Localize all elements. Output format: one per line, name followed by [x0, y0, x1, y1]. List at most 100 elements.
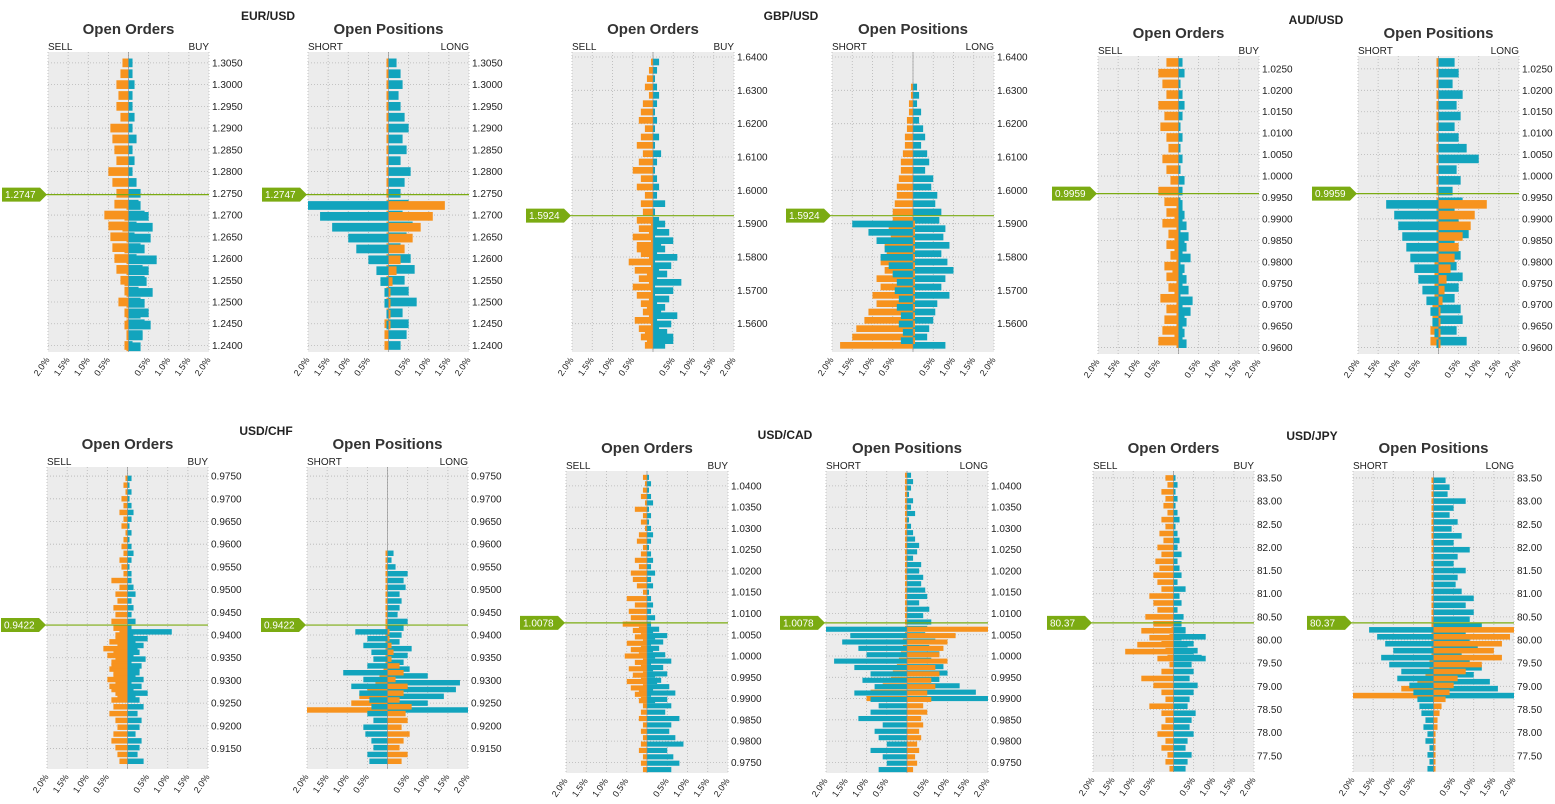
- bar-left-above: [124, 341, 129, 350]
- bar-right-above: [1433, 553, 1458, 560]
- current-price-tag: [1307, 615, 1352, 630]
- bar-left-above: [1436, 58, 1439, 67]
- bar-right-above: [127, 571, 132, 577]
- bar-right-below: [1178, 317, 1187, 327]
- bar-right-above: [388, 286, 409, 296]
- bar-right-above: [913, 92, 920, 99]
- bar-left-above: [880, 283, 913, 291]
- y-tick-label: 0.9950: [731, 673, 762, 684]
- bar-right-above: [1173, 544, 1178, 551]
- bar-left-above: [1170, 176, 1179, 185]
- bar-right-above: [1438, 58, 1455, 67]
- bar-left-above: [638, 117, 653, 124]
- bar-right-above: [907, 504, 912, 510]
- bar-right-above: [127, 557, 132, 563]
- bar-right-above: [1433, 491, 1448, 497]
- bar-right-above: [653, 292, 656, 299]
- bar-left-above: [904, 549, 907, 555]
- bar-right-above: [387, 557, 392, 563]
- bar-right-below: [653, 254, 678, 261]
- bar-left-below: [878, 767, 907, 773]
- bar-left-below: [870, 671, 907, 677]
- bar-right-above: [653, 258, 656, 266]
- bar-right-above: [388, 275, 405, 285]
- bar-right-below: [127, 758, 144, 764]
- bar-right-below: [1438, 200, 1487, 209]
- bar-left-above: [1165, 496, 1174, 502]
- bar-left-below: [376, 266, 389, 276]
- bar-left-above: [123, 536, 128, 543]
- bar-left-above: [644, 500, 647, 506]
- bar-left-above: [856, 325, 913, 332]
- current-price-label: 1.0078: [783, 618, 814, 629]
- bar-left-above: [902, 150, 914, 157]
- bar-left-below: [858, 645, 907, 651]
- bar-left-above: [125, 489, 128, 495]
- bar-left-above: [1158, 186, 1179, 196]
- bar-right-below: [1178, 242, 1187, 252]
- bar-left-above: [114, 145, 129, 155]
- bar-right-above: [1173, 579, 1178, 585]
- bar-left-below: [1385, 640, 1434, 647]
- bar-right-above: [388, 341, 401, 350]
- bar-right-below: [128, 298, 145, 308]
- bar-right-above: [653, 333, 674, 341]
- bar-left-below: [113, 731, 128, 737]
- bar-right-above: [653, 275, 658, 282]
- bar-left-below: [363, 642, 388, 649]
- bar-left-above: [124, 308, 129, 318]
- y-tick-label: 77.50: [1517, 751, 1542, 762]
- bar-right-below: [913, 237, 916, 244]
- y-tick-label: 0.9500: [211, 585, 242, 596]
- bar-right-above: [913, 325, 930, 332]
- bar-right-above: [653, 92, 660, 99]
- bar-left-above: [121, 543, 128, 550]
- bar-right-above: [907, 593, 928, 600]
- bar-left-above: [1436, 186, 1439, 196]
- bar-right-below: [1178, 221, 1187, 231]
- bar-right-above: [1173, 523, 1176, 530]
- bar-right-above: [1433, 484, 1450, 490]
- x-tick-label: 1.0%: [1462, 357, 1482, 380]
- y-tick-label: 1.2500: [212, 298, 243, 309]
- bar-right-below: [907, 716, 922, 722]
- bar-right-above: [647, 532, 654, 538]
- bar-right-above: [653, 142, 656, 149]
- bar-right-below: [1173, 696, 1190, 703]
- bar-left-above: [307, 707, 388, 713]
- bar-right-above: [653, 67, 658, 74]
- chart-title: Open Positions: [858, 21, 968, 38]
- bar-left-above: [385, 591, 388, 597]
- bar-right-below: [127, 731, 136, 737]
- bar-left-above: [896, 192, 913, 199]
- bar-left-below: [1429, 745, 1434, 751]
- bar-left-below: [640, 760, 647, 766]
- chart-title: Open Positions: [1383, 25, 1493, 42]
- bar-left-above: [1431, 553, 1434, 560]
- bar-right-above: [1433, 505, 1454, 511]
- bar-right-above: [127, 577, 132, 584]
- x-tick-label: 2.0%: [1342, 357, 1362, 380]
- bar-right-below: [387, 683, 408, 690]
- y-tick-label: 0.9750: [471, 472, 502, 483]
- bar-right-below: [1438, 242, 1459, 252]
- bar-left-above: [904, 587, 907, 593]
- bar-left-below: [117, 751, 128, 758]
- bar-right-above: [913, 192, 938, 199]
- x-tick-label: 1.0%: [596, 355, 616, 378]
- x-tick-label: 2.0%: [1503, 357, 1523, 380]
- bar-left-above: [904, 619, 907, 625]
- y-tick-label: 0.9250: [211, 699, 242, 710]
- bar-left-above: [123, 516, 128, 522]
- bar-right-below: [1433, 765, 1436, 772]
- y-tick-label: 81.00: [1517, 589, 1542, 600]
- bar-right-below: [1433, 752, 1436, 758]
- y-tick-label: 0.9400: [471, 631, 502, 642]
- bar-left-above: [1436, 122, 1439, 132]
- bar-right-above: [1173, 502, 1176, 509]
- bar-right-above: [1178, 101, 1185, 110]
- x-tick-label: 0.5%: [1182, 357, 1202, 380]
- bar-right-above: [1173, 614, 1184, 620]
- bar-left-below: [854, 664, 907, 671]
- chart-panel-usdjpy-positions: 80.37 83.50 83.00 82.50 82.00 81.50 81.00 80.50…: [1307, 440, 1542, 798]
